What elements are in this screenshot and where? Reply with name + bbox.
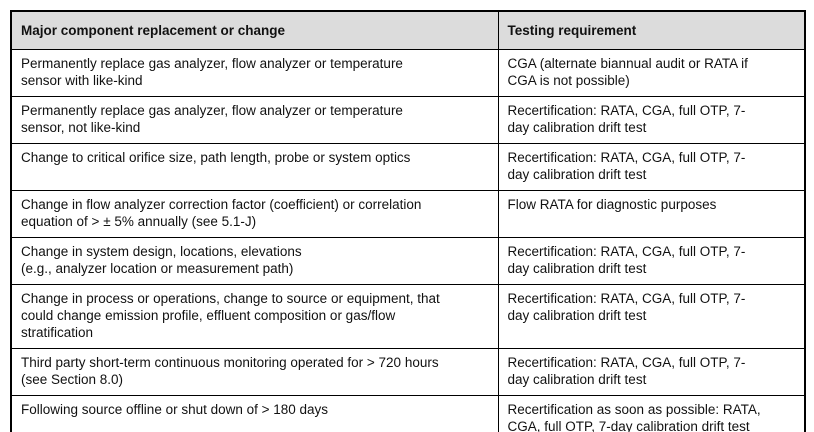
- table-row: Change in system design, locations, elev…: [10, 237, 806, 285]
- table-cell-change: Change in process or operations, change …: [10, 284, 499, 349]
- table-cell-requirement: Recertification: RATA, CGA, full OTP, 7-…: [497, 96, 806, 144]
- table-cell-change: Following source offline or shut down of…: [10, 395, 499, 432]
- table-cell-change: Permanently replace gas analyzer, flow a…: [10, 96, 499, 144]
- column-header-change: Major component replacement or change: [10, 10, 499, 50]
- table-row: Permanently replace gas analyzer, flow a…: [10, 49, 806, 97]
- table-cell-requirement: Recertification: RATA, CGA, full OTP, 7-…: [497, 284, 806, 349]
- table-cell-requirement: Recertification as soon as possible: RAT…: [497, 395, 806, 432]
- table-row: Following source offline or shut down of…: [10, 395, 806, 432]
- table-row: Third party short-term continuous monito…: [10, 348, 806, 396]
- table-cell-change: Third party short-term continuous monito…: [10, 348, 499, 396]
- table-cell-change: Change to critical orifice size, path le…: [10, 143, 499, 191]
- table-header-row: Major component replacement or change Te…: [10, 10, 806, 50]
- table-cell-requirement: Flow RATA for diagnostic purposes: [497, 190, 806, 238]
- table-row: Change in flow analyzer correction facto…: [10, 190, 806, 238]
- table-cell-requirement: Recertification: RATA, CGA, full OTP, 7-…: [497, 237, 806, 285]
- table-cell-change: Permanently replace gas analyzer, flow a…: [10, 49, 499, 97]
- table-cell-requirement: CGA (alternate biannual audit or RATA if…: [497, 49, 806, 97]
- table-row: Change to critical orifice size, path le…: [10, 143, 806, 191]
- table-cell-change: Change in system design, locations, elev…: [10, 237, 499, 285]
- table-row: Permanently replace gas analyzer, flow a…: [10, 96, 806, 144]
- table-row: Change in process or operations, change …: [10, 284, 806, 349]
- table-cell-requirement: Recertification: RATA, CGA, full OTP, 7-…: [497, 143, 806, 191]
- column-header-requirement: Testing requirement: [497, 10, 806, 50]
- table-cell-requirement: Recertification: RATA, CGA, full OTP, 7-…: [497, 348, 806, 396]
- testing-requirements-table: Major component replacement or change Te…: [10, 10, 806, 432]
- table-cell-change: Change in flow analyzer correction facto…: [10, 190, 499, 238]
